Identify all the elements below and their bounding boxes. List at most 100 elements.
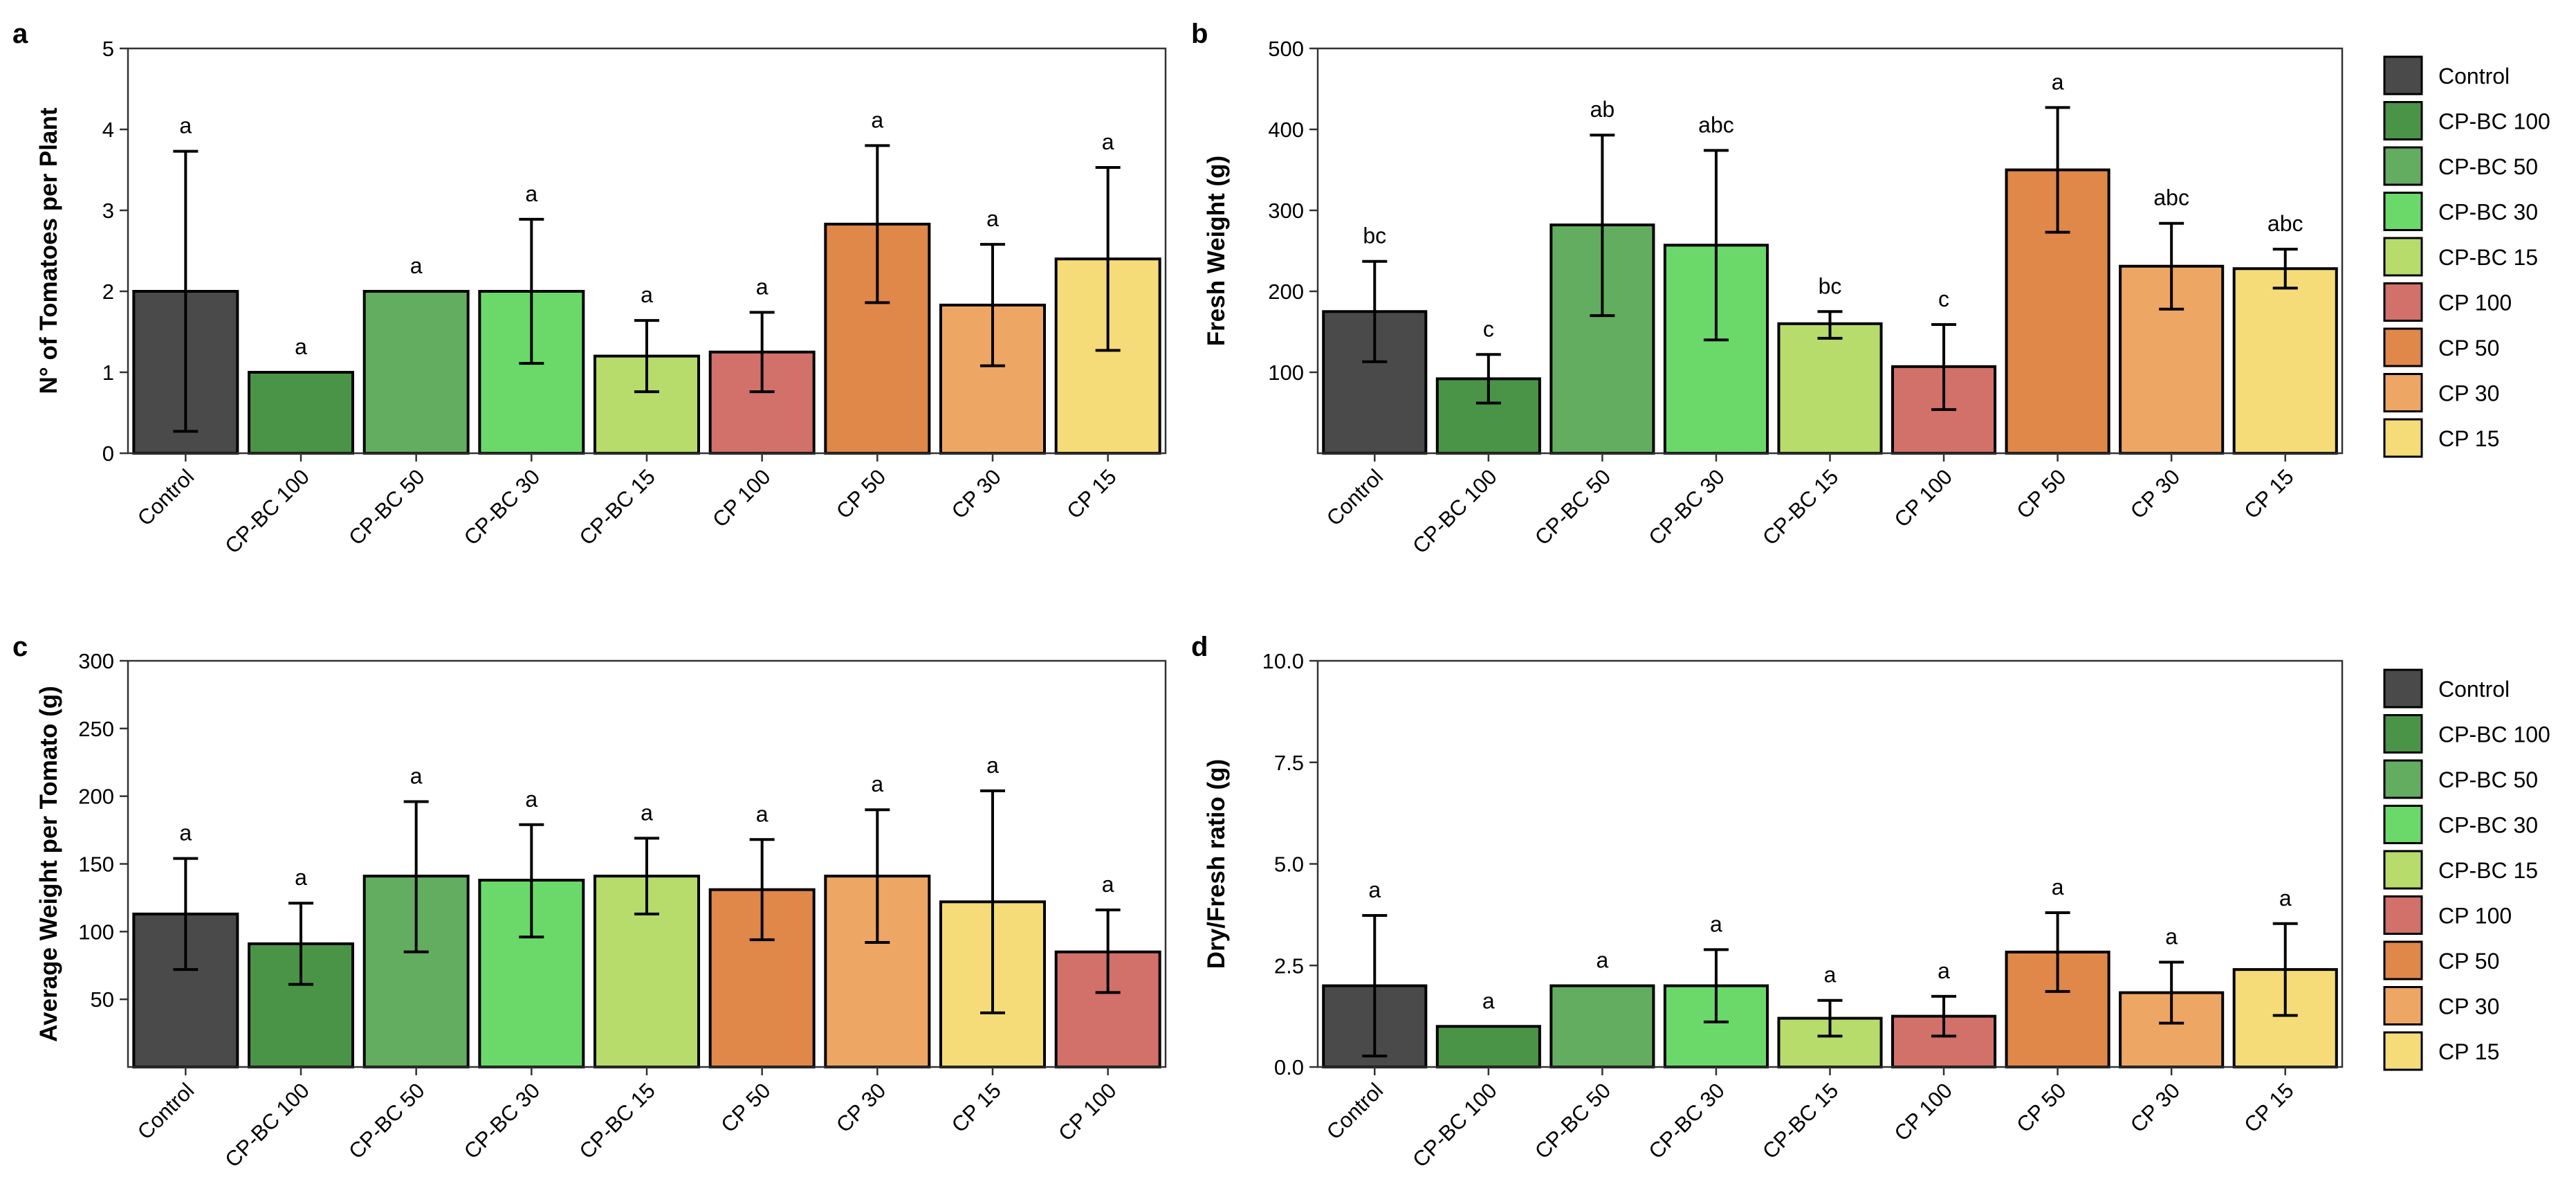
group-label: a [295,334,307,359]
x-tick-label: CP 15 [2239,464,2298,523]
bar [708,350,816,455]
error-bar [2045,106,2070,234]
group-label: a [871,772,883,796]
legend-swatch [2383,192,2423,231]
x-tick-label: CP-BC 15 [1758,1078,1843,1163]
x-tick-label: CP-BC 15 [575,1078,660,1163]
error-bar [173,857,199,972]
y-tick-label: 2 [102,280,114,304]
group-label: a [641,282,653,307]
error-bar [519,217,544,365]
x-tick-label: CP 15 [1062,464,1121,523]
group-label: a [1102,872,1114,897]
y-tick-label: 200 [78,785,114,809]
group-label: a [179,821,192,846]
error-bar [1931,322,1957,411]
legend-label: CP 15 [2438,426,2499,451]
error-bar [288,902,313,986]
y-tick-label: 4 [102,118,114,142]
error-bar [980,789,1005,1014]
legend-label: CP 50 [2438,949,2499,974]
y-tick-label: 0 [102,441,114,466]
error-bar [1703,948,1729,1023]
group-label: a [2052,69,2064,94]
y-tick-label: 250 [78,717,114,741]
group-label: a [410,253,423,278]
error-bar [1817,998,1843,1038]
x-tick-label: CP 100 [1890,464,1957,531]
legend-label: CP-BC 15 [2438,858,2538,883]
legend-swatch [2383,986,2423,1025]
group-label: a [2052,875,2064,900]
error-bar [2272,248,2298,290]
legend-swatch [2383,805,2423,844]
error-bar [865,808,890,944]
y-axis-label: N° of Tomatoes per Plant [35,107,62,394]
legend-swatch [2383,237,2423,277]
bar [362,290,470,455]
group-label: a [756,801,769,826]
y-tick-label: 5 [102,37,114,61]
legend-label: CP-BC 50 [2438,154,2538,179]
group-label: bc [1363,224,1386,248]
x-tick-label: CP-BC 15 [1758,464,1843,549]
x-tick-label: CP 50 [2012,464,2070,523]
x-tick-label: CP-BC 30 [459,464,544,549]
group-label: a [179,113,192,138]
y-tick-label: 1 [102,361,114,385]
legend-swatch [2383,759,2423,799]
error-bar [1362,914,1388,1058]
y-axis-label: Average Weight per Tomato (g) [35,686,62,1042]
y-tick-label: 2.5 [1274,954,1304,978]
y-axis-label: Dry/Fresh ratio (g) [1203,759,1230,969]
x-tick-label: CP-BC 100 [1408,1078,1502,1172]
error-bar [2159,960,2184,1025]
panel-letter: c [12,632,28,662]
legend-swatch [2383,895,2423,935]
group-label: a [1102,129,1114,154]
legend-label: CP 50 [2438,336,2499,361]
group-label: a [525,181,537,206]
y-tick-label: 500 [1268,37,1304,61]
y-tick-label: 100 [1268,361,1304,385]
error-bar [980,243,1005,367]
y-axis-label: Fresh Weight (g) [1203,156,1230,346]
group-label: a [1710,911,1722,936]
group-label: a [1824,963,1837,987]
group-label: ab [1590,97,1615,122]
error-bar [634,837,659,915]
y-tick-label: 100 [78,920,114,944]
error-bar [1475,353,1501,405]
x-tick-label: CP-BC 50 [344,1078,429,1163]
legend-label: CP 30 [2438,381,2499,406]
panel-letter: a [12,19,28,49]
error-bar [1931,994,1957,1038]
legend-swatch [2383,373,2423,412]
x-tick-label: CP-BC 30 [1644,464,1729,549]
group-label: bc [1819,273,1842,298]
error-bar [1817,310,1843,340]
legend-label: CP 100 [2438,904,2512,929]
group-label: a [1368,877,1381,902]
group-label: a [410,763,423,788]
x-tick-label: CP-BC 30 [459,1078,544,1163]
group-label: a [986,753,999,778]
x-tick-label: CP 15 [2239,1078,2298,1137]
y-tick-label: 0.0 [1274,1055,1304,1079]
error-bar [749,311,775,394]
group-label: a [2279,886,2292,911]
error-bar [1095,165,1121,352]
group-label: a [1596,948,1608,973]
x-tick-label: CP-BC 100 [220,464,314,558]
x-tick-label: CP-BC 30 [1644,1078,1729,1163]
legend-swatch [2383,668,2423,709]
group-label: a [295,865,307,890]
y-tick-label: 50 [91,987,114,1012]
legend-label: CP 30 [2438,994,2499,1019]
group-label: a [2165,924,2178,949]
y-tick-label: 10.0 [1262,649,1304,673]
legend-label: Control [2438,677,2510,702]
x-tick-label: CP 100 [1054,1078,1121,1145]
x-tick-label: CP 30 [831,1078,890,1137]
